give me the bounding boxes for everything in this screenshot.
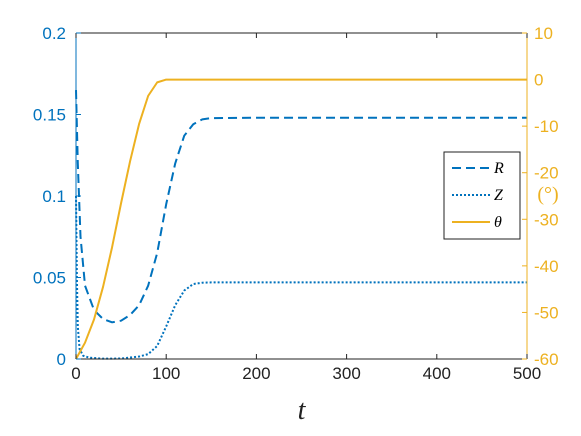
y-right-tick-label-3: -30 (534, 210, 559, 229)
x-tick-label-1: 100 (152, 364, 180, 383)
y-right-tick-label-2: -40 (534, 257, 559, 276)
x-tick-label-5: 500 (513, 364, 541, 383)
x-axis-label: t (298, 395, 307, 426)
x-tick-label-4: 400 (423, 364, 451, 383)
y-right-tick-label-7: 10 (534, 24, 553, 43)
y-right-tick-label-4: -20 (534, 164, 559, 183)
y-left-tick-label-0: 0 (57, 350, 66, 369)
series-line-2 (75, 78, 527, 360)
series-line-0 (75, 90, 527, 324)
x-tick-label-2: 200 (242, 364, 270, 383)
legend-label-0: R (493, 160, 504, 177)
legend-label-2: θ (494, 214, 502, 231)
y-right-tick-label-6: 0 (534, 71, 543, 90)
x-tick-label-3: 300 (332, 364, 360, 383)
x-tick-label-0: 0 (71, 364, 80, 383)
y-left-tick-label-1: 0.05 (33, 269, 66, 288)
y-left-tick-label-3: 0.15 (33, 106, 66, 125)
y-right-axis-label: (°) (537, 184, 558, 206)
y-right-tick-label-5: -10 (534, 117, 559, 136)
y-left-tick-label-4: 0.2 (42, 24, 66, 43)
y-left-tick-label-2: 0.1 (42, 187, 66, 206)
y-right-tick-label-1: -50 (534, 303, 559, 322)
legend-label-1: Z (494, 187, 504, 204)
y-right-tick-label-0: -60 (534, 350, 559, 369)
